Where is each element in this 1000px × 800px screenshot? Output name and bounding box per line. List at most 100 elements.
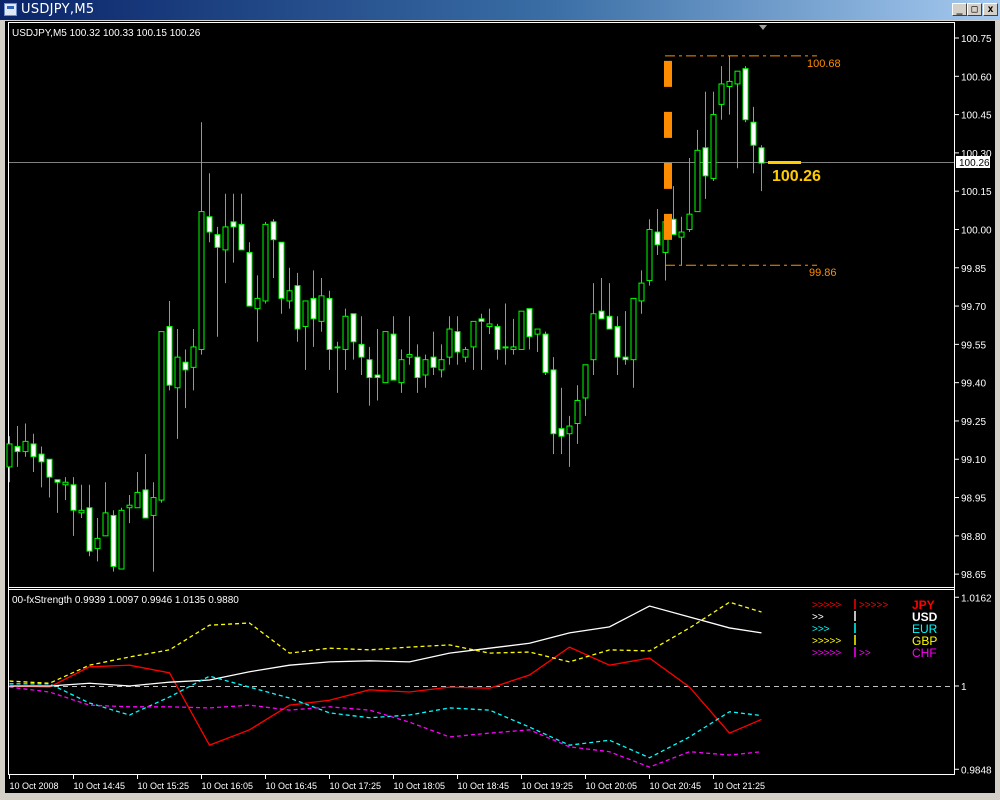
candle bbox=[454, 316, 461, 365]
candle bbox=[678, 216, 685, 266]
price-tick-label: 99.10 bbox=[961, 455, 986, 466]
legend-arrows-left: >> bbox=[812, 612, 824, 623]
candle-body bbox=[46, 458, 53, 478]
candle bbox=[582, 364, 589, 416]
candle-body bbox=[750, 121, 757, 146]
candle bbox=[214, 226, 221, 337]
candle bbox=[710, 91, 717, 181]
candle-body bbox=[678, 231, 685, 238]
candle-body bbox=[14, 445, 21, 453]
candle bbox=[406, 316, 413, 365]
candle bbox=[86, 484, 93, 557]
candle-body bbox=[478, 318, 485, 322]
candle-body bbox=[614, 325, 621, 358]
candle-body bbox=[246, 251, 253, 307]
candle bbox=[430, 331, 437, 375]
chart-shift-marker-icon[interactable] bbox=[759, 25, 767, 30]
candle-body bbox=[366, 359, 373, 379]
time-tick-label: 10 Oct 16:45 bbox=[266, 781, 318, 791]
candle-body bbox=[454, 331, 461, 353]
candle-body bbox=[326, 297, 333, 350]
legend-row-eur: >>> EUR bbox=[812, 622, 938, 636]
candle bbox=[470, 320, 477, 370]
price-tick-label: 98.95 bbox=[961, 494, 986, 505]
candle bbox=[374, 329, 381, 401]
candle-body bbox=[646, 228, 653, 282]
legend-row-chf: >>>>> >> CHF bbox=[812, 646, 937, 660]
candle-body bbox=[414, 356, 421, 379]
close-button[interactable]: x bbox=[983, 3, 998, 16]
candle bbox=[694, 129, 701, 213]
candle-body bbox=[486, 323, 493, 327]
candle bbox=[598, 277, 605, 320]
candle-body bbox=[134, 491, 141, 509]
candle-body bbox=[310, 297, 317, 320]
candle-body bbox=[198, 211, 205, 350]
candle-body bbox=[430, 356, 437, 368]
time-tick-label: 10 Oct 21:25 bbox=[714, 781, 766, 791]
time-tick-label: 10 Oct 14:45 bbox=[74, 781, 126, 791]
candle bbox=[734, 70, 741, 169]
price-axis: 100.75 100.60 100.45 100.30 100.15 100.00 99.8… bbox=[955, 34, 992, 581]
candle bbox=[446, 316, 453, 365]
candle-body bbox=[438, 359, 445, 371]
range-low-label: 99.86 bbox=[809, 267, 837, 279]
candle-body bbox=[70, 484, 77, 511]
legend-row-usd: >> USD bbox=[812, 610, 938, 624]
candle bbox=[646, 219, 653, 286]
minimize-button[interactable]: _ bbox=[952, 3, 967, 16]
candle-body bbox=[38, 453, 45, 463]
price-tick-label: 100.00 bbox=[961, 225, 992, 236]
candle bbox=[230, 193, 237, 263]
candle bbox=[494, 323, 501, 360]
candle-body bbox=[422, 359, 429, 376]
candle bbox=[70, 477, 77, 536]
candle-body bbox=[694, 149, 701, 213]
candle-body bbox=[374, 374, 381, 379]
candle-body bbox=[718, 83, 725, 105]
candle-body bbox=[550, 369, 557, 435]
indicator-header: 00-fxStrength 0.9939 1.0097 0.9946 1.013… bbox=[12, 595, 239, 606]
candle bbox=[262, 221, 269, 304]
candle bbox=[94, 517, 101, 562]
candle bbox=[726, 55, 733, 115]
candle bbox=[78, 484, 85, 518]
strength-line-chf bbox=[9, 686, 762, 768]
candle bbox=[22, 423, 29, 457]
candle-body bbox=[126, 504, 133, 509]
chart-window-icon bbox=[4, 3, 17, 16]
time-tick-label: 10 Oct 20:45 bbox=[650, 781, 702, 791]
candle bbox=[278, 241, 285, 314]
candle-body bbox=[590, 313, 597, 361]
candle-body bbox=[94, 537, 101, 550]
price-tick-label: 99.40 bbox=[961, 379, 986, 390]
candle bbox=[334, 341, 341, 393]
window-title-bar[interactable]: USDJPY,M5 _ □ x bbox=[0, 0, 1000, 20]
strength-legend: >>>>> >>>>> JPY>> USD>>> EUR>>>>> GBP>>>>> >> C… bbox=[812, 598, 938, 660]
candle bbox=[134, 472, 141, 509]
time-tick-label: 10 Oct 20:05 bbox=[586, 781, 638, 791]
candle-body bbox=[118, 509, 125, 570]
candle bbox=[174, 329, 181, 439]
candle bbox=[518, 310, 525, 350]
maximize-button[interactable]: □ bbox=[967, 3, 982, 16]
candle bbox=[566, 415, 573, 467]
current-price-big-label: 100.26 bbox=[772, 168, 821, 185]
candle-body bbox=[110, 514, 117, 567]
indicator-tick-label: 1.0162 bbox=[961, 593, 992, 604]
candle-body bbox=[334, 346, 341, 349]
candle bbox=[510, 318, 517, 355]
candle bbox=[574, 385, 581, 444]
candle-body bbox=[262, 223, 269, 302]
legend-row-gbp: >>>>> GBP bbox=[812, 634, 937, 648]
candle bbox=[358, 316, 365, 375]
candle bbox=[622, 311, 629, 365]
time-tick-label: 10 Oct 16:05 bbox=[202, 781, 254, 791]
candle-body bbox=[758, 147, 765, 164]
candle-body bbox=[542, 333, 549, 373]
price-tick-label: 100.60 bbox=[961, 72, 992, 83]
time-tick-label: 10 Oct 19:25 bbox=[522, 781, 574, 791]
candle-body bbox=[566, 425, 573, 435]
legend-arrows-right: >> bbox=[859, 648, 871, 659]
